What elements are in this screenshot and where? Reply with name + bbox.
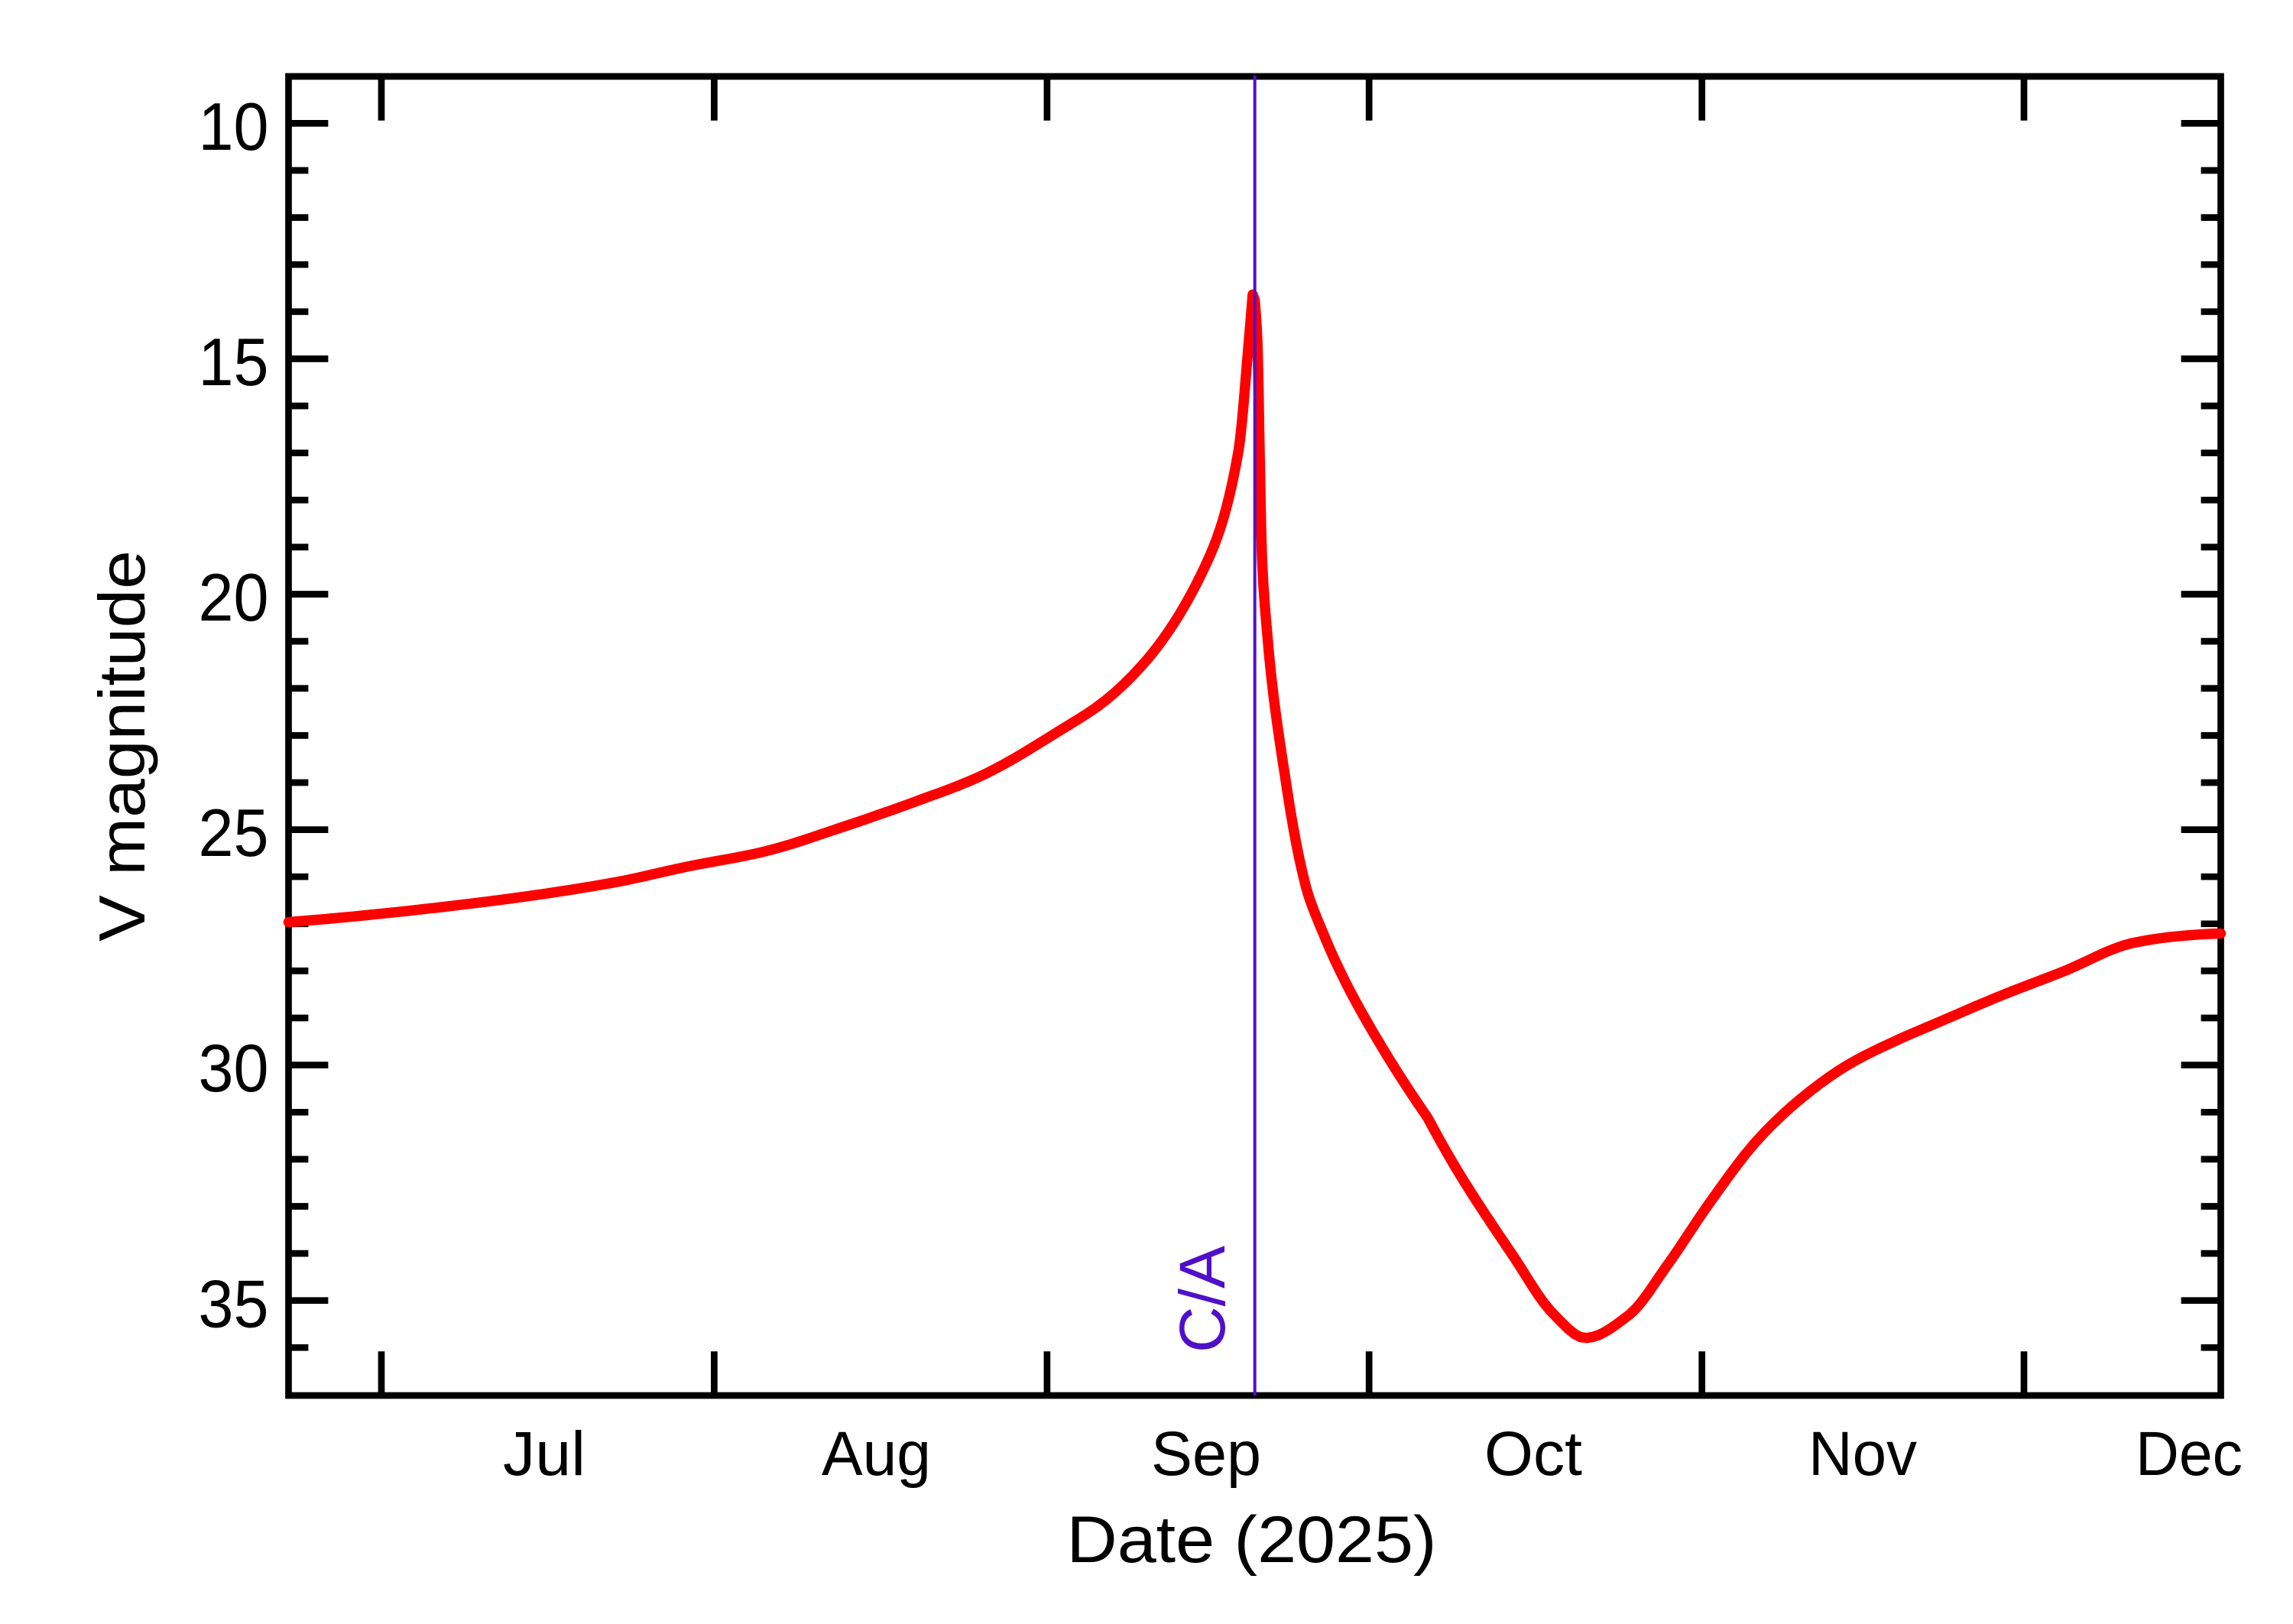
svg-text:25: 25 bbox=[199, 795, 269, 870]
svg-text:Sep: Sep bbox=[1151, 1419, 1261, 1489]
svg-text:20: 20 bbox=[199, 559, 269, 635]
svg-text:Aug: Aug bbox=[822, 1419, 931, 1489]
svg-text:15: 15 bbox=[199, 324, 269, 400]
svg-text:30: 30 bbox=[199, 1030, 269, 1106]
svg-text:Jul: Jul bbox=[503, 1419, 585, 1489]
svg-text:35: 35 bbox=[199, 1266, 269, 1341]
svg-text:10: 10 bbox=[199, 89, 269, 164]
svg-text:C/A: C/A bbox=[1166, 1246, 1238, 1353]
svg-text:Dec: Dec bbox=[2136, 1419, 2243, 1489]
svg-text:Nov: Nov bbox=[1808, 1419, 1917, 1489]
svg-text:V magnitude: V magnitude bbox=[86, 550, 159, 942]
svg-text:Oct: Oct bbox=[1484, 1419, 1582, 1489]
svg-text:Date (2025): Date (2025) bbox=[1067, 1503, 1437, 1577]
